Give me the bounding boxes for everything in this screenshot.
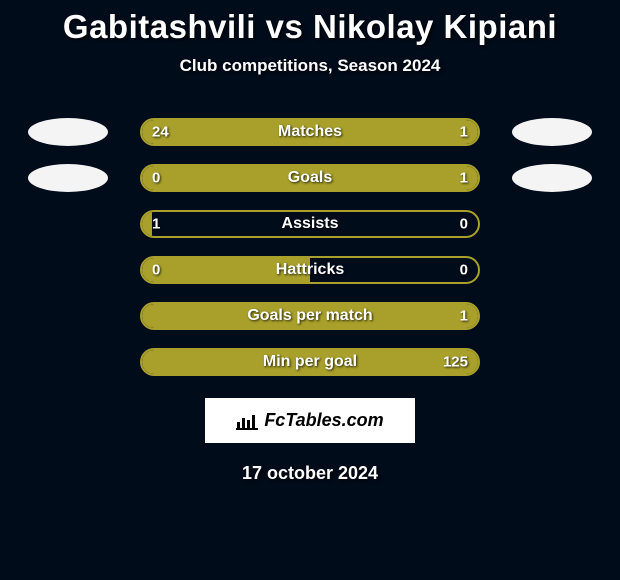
stat-bar-matches: 24 Matches 1: [140, 118, 480, 146]
subtitle: Club competitions, Season 2024: [0, 56, 620, 76]
value-right: 125: [443, 354, 468, 371]
date-label: 17 october 2024: [0, 463, 620, 484]
stat-bar-goals: 0 Goals 1: [140, 164, 480, 192]
value-left: 24: [152, 124, 169, 141]
stat-bar-assists: 1 Assists 0: [140, 210, 480, 238]
brand-text: FcTables.com: [264, 410, 383, 431]
fill-left: [142, 120, 404, 144]
metric-label: Matches: [278, 123, 342, 141]
player-right-avatar: [512, 118, 592, 146]
chart-icon: [236, 412, 258, 430]
brand-box: FcTables.com: [205, 398, 415, 443]
stat-bar-min-per-goal: Min per goal 125: [140, 348, 480, 376]
stat-row: 1 Assists 0: [0, 210, 620, 238]
player-left-avatar: [28, 118, 108, 146]
stat-row: Goals per match 1: [0, 302, 620, 330]
page-title: Gabitashvili vs Nikolay Kipiani: [0, 8, 620, 46]
stat-bar-hattricks: 0 Hattricks 0: [140, 256, 480, 284]
player-right-avatar: [512, 164, 592, 192]
stat-row: 24 Matches 1: [0, 118, 620, 146]
metric-label: Assists: [282, 215, 339, 233]
stats-container: 24 Matches 1 0 Goals 1 1 Assists 0 0 Hattricks 0 Goa…: [0, 118, 620, 376]
value-left: 0: [152, 170, 160, 187]
value-right: 0: [460, 262, 468, 279]
value-left: 0: [152, 262, 160, 279]
stat-row: Min per goal 125: [0, 348, 620, 376]
fill-right: [202, 166, 478, 190]
value-right: 0: [460, 216, 468, 233]
metric-label: Hattricks: [276, 261, 344, 279]
stat-bar-goals-per-match: Goals per match 1: [140, 302, 480, 330]
value-right: 1: [460, 308, 468, 325]
player-left-avatar: [28, 164, 108, 192]
metric-label: Goals per match: [247, 307, 372, 325]
metric-label: Goals: [288, 169, 332, 187]
stat-row: 0 Hattricks 0: [0, 256, 620, 284]
value-right: 1: [460, 124, 468, 141]
value-right: 1: [460, 170, 468, 187]
value-left: 1: [152, 216, 160, 233]
stat-row: 0 Goals 1: [0, 164, 620, 192]
metric-label: Min per goal: [263, 353, 357, 371]
fill-left: [142, 212, 152, 236]
